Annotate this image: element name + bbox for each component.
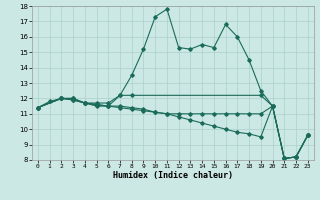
- X-axis label: Humidex (Indice chaleur): Humidex (Indice chaleur): [113, 171, 233, 180]
